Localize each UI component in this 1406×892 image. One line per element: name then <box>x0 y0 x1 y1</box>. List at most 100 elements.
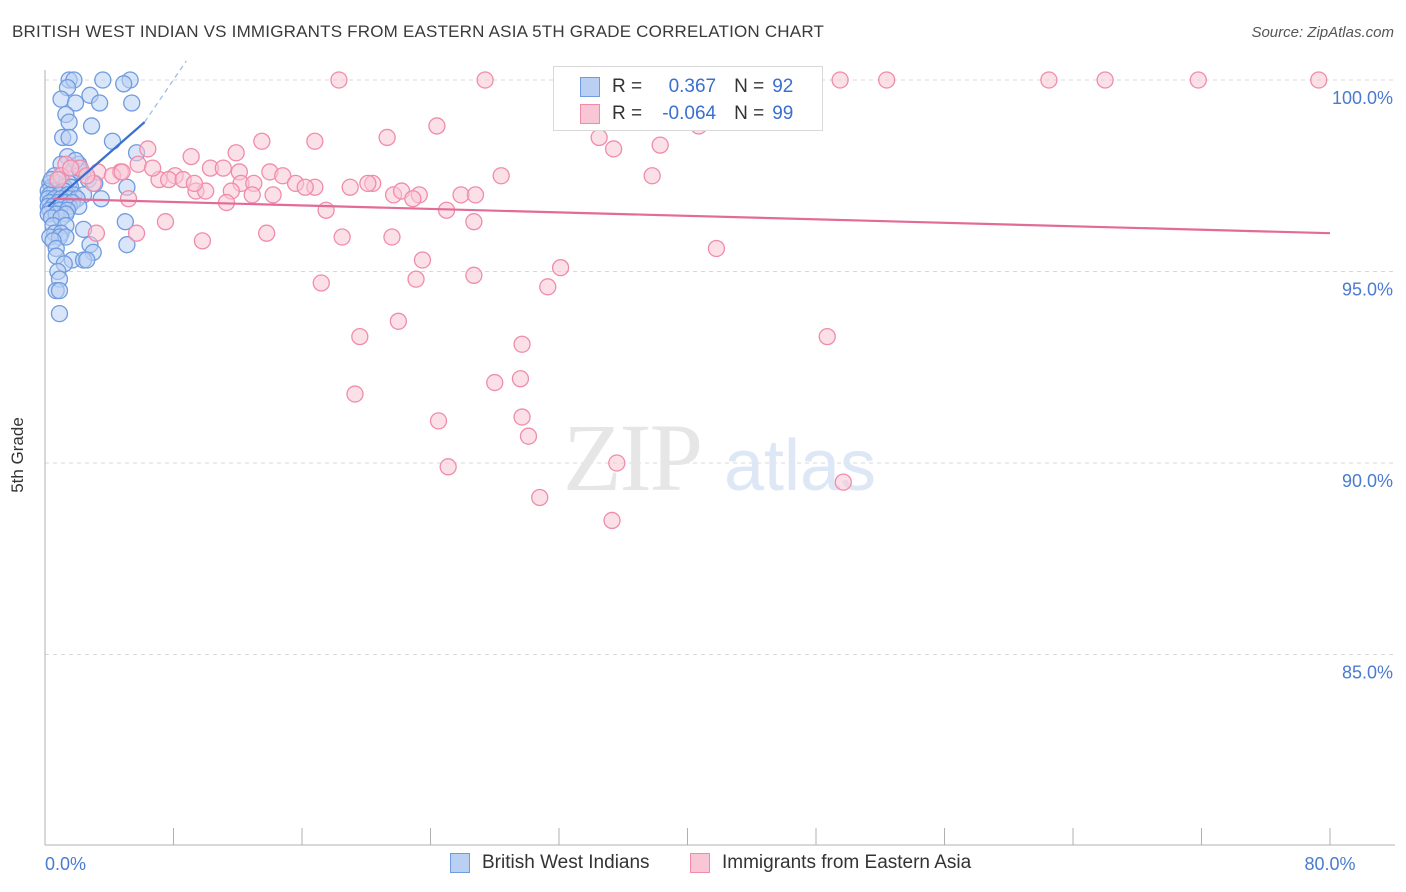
trend-line-pink <box>53 197 1331 235</box>
r-value: 0.367 <box>668 76 717 97</box>
point-immigrants-eastern-asia <box>182 147 200 166</box>
point-immigrants-eastern-asia <box>590 128 608 147</box>
point-immigrants-eastern-asia <box>878 71 896 89</box>
point-immigrants-eastern-asia <box>476 71 494 89</box>
point-immigrants-eastern-asia <box>1040 71 1058 89</box>
point-immigrants-eastern-asia <box>274 167 292 185</box>
point-immigrants-eastern-asia <box>156 213 175 231</box>
point-immigrants-eastern-asia <box>317 201 335 219</box>
point-british-west-indians <box>123 94 141 112</box>
point-immigrants-eastern-asia <box>603 511 621 530</box>
point-immigrants-eastern-asia <box>243 186 261 204</box>
point-immigrants-eastern-asia <box>87 224 106 242</box>
n-value: 92 <box>772 76 794 97</box>
point-british-west-indians <box>78 251 96 269</box>
x-tick-label: 80.0% <box>1304 854 1355 874</box>
point-british-west-indians <box>115 75 133 93</box>
point-immigrants-eastern-asia <box>214 159 232 177</box>
point-immigrants-eastern-asia <box>359 174 377 193</box>
point-immigrants-eastern-asia <box>306 132 324 150</box>
point-immigrants-eastern-asia <box>143 159 162 177</box>
point-british-west-indians <box>118 236 136 254</box>
point-immigrants-eastern-asia <box>333 228 351 246</box>
y-tick-label: 85.0% <box>1342 663 1393 683</box>
trend-layer <box>47 60 1331 235</box>
n-label: N = <box>734 76 765 97</box>
point-british-west-indians <box>116 213 134 231</box>
blue-swatch <box>450 853 470 873</box>
point-immigrants-eastern-asia <box>351 327 369 346</box>
point-immigrants-eastern-asia <box>707 239 726 258</box>
trend-line-blue-extension <box>144 60 187 123</box>
point-immigrants-eastern-asia <box>258 224 276 242</box>
blue-swatch <box>580 77 600 97</box>
point-immigrants-eastern-asia <box>513 335 531 353</box>
r-label: R = <box>612 76 643 97</box>
point-immigrants-eastern-asia <box>119 190 138 208</box>
legend-label: Immigrants from Eastern Asia <box>722 852 972 873</box>
legend-item-british-west-indians[interactable]: British West Indians <box>450 852 650 874</box>
x-tick-label: 0.0% <box>45 854 86 874</box>
stats-legend-row-pink: R = -0.064 N = 99 <box>580 101 793 127</box>
legend-label: British West Indians <box>482 852 650 873</box>
point-immigrants-eastern-asia <box>1310 71 1328 89</box>
trend-line-blue <box>47 121 146 208</box>
point-immigrants-eastern-asia <box>439 458 457 476</box>
point-immigrants-eastern-asia <box>465 213 483 231</box>
stats-legend: R = 0.367 N = 92 R = -0.064 N = 99 <box>553 66 823 131</box>
point-immigrants-eastern-asia <box>608 454 626 472</box>
point-immigrants-eastern-asia <box>519 427 538 445</box>
point-british-west-indians <box>66 94 85 112</box>
point-immigrants-eastern-asia <box>643 167 661 185</box>
point-immigrants-eastern-asia <box>492 167 510 185</box>
point-british-west-indians <box>94 71 112 89</box>
series-immigrants-eastern-asia <box>49 71 1328 530</box>
point-immigrants-eastern-asia <box>129 155 147 173</box>
y-tick-label: 90.0% <box>1342 471 1393 491</box>
point-immigrants-eastern-asia <box>193 232 212 250</box>
stats-legend-row-blue: R = 0.367 N = 92 <box>580 74 793 100</box>
watermark: ZIP atlas <box>563 404 876 511</box>
series-legend: British West Indians Immigrants from Eas… <box>0 852 1406 878</box>
pink-swatch <box>690 853 710 873</box>
point-immigrants-eastern-asia <box>465 266 483 284</box>
point-immigrants-eastern-asia <box>486 373 504 392</box>
point-immigrants-eastern-asia <box>253 132 271 150</box>
point-immigrants-eastern-asia <box>404 190 422 208</box>
chart-title: BRITISH WEST INDIAN VS IMMIGRANTS FROM E… <box>12 22 825 41</box>
point-immigrants-eastern-asia <box>341 178 359 196</box>
point-immigrants-eastern-asia <box>62 159 80 177</box>
y-tick-label: 95.0% <box>1342 280 1393 300</box>
point-immigrants-eastern-asia <box>160 170 178 189</box>
point-immigrants-eastern-asia <box>413 251 432 269</box>
point-british-west-indians <box>82 117 101 135</box>
point-immigrants-eastern-asia <box>531 488 549 507</box>
point-immigrants-eastern-asia <box>185 174 204 193</box>
point-immigrants-eastern-asia <box>604 140 623 158</box>
point-british-west-indians <box>50 304 69 323</box>
point-immigrants-eastern-asia <box>264 186 282 204</box>
point-british-west-indians <box>103 132 122 150</box>
pink-swatch <box>580 104 600 124</box>
legend-item-immigrants-eastern-asia[interactable]: Immigrants from Eastern Asia <box>690 852 971 874</box>
point-immigrants-eastern-asia <box>428 117 446 135</box>
tick-labels: 100.0% 95.0% 90.0% 85.0% 0.0% 80.0% <box>45 88 1393 874</box>
source-credit: Source: ZipAtlas.com <box>1251 24 1394 41</box>
point-immigrants-eastern-asia <box>834 473 852 491</box>
point-immigrants-eastern-asia <box>651 136 669 154</box>
r-value: -0.064 <box>662 103 717 124</box>
point-immigrants-eastern-asia <box>383 228 401 246</box>
point-immigrants-eastern-asia <box>330 71 348 89</box>
series-layer <box>39 71 1328 530</box>
point-immigrants-eastern-asia <box>1189 71 1207 89</box>
point-immigrants-eastern-asia <box>831 71 849 89</box>
point-british-west-indians <box>60 113 78 131</box>
watermark-atlas: atlas <box>724 426 876 506</box>
point-immigrants-eastern-asia <box>407 270 425 288</box>
point-british-west-indians <box>52 90 70 108</box>
point-immigrants-eastern-asia <box>127 224 146 242</box>
point-immigrants-eastern-asia <box>513 408 531 426</box>
point-immigrants-eastern-asia <box>511 370 530 388</box>
point-immigrants-eastern-asia <box>312 274 330 292</box>
